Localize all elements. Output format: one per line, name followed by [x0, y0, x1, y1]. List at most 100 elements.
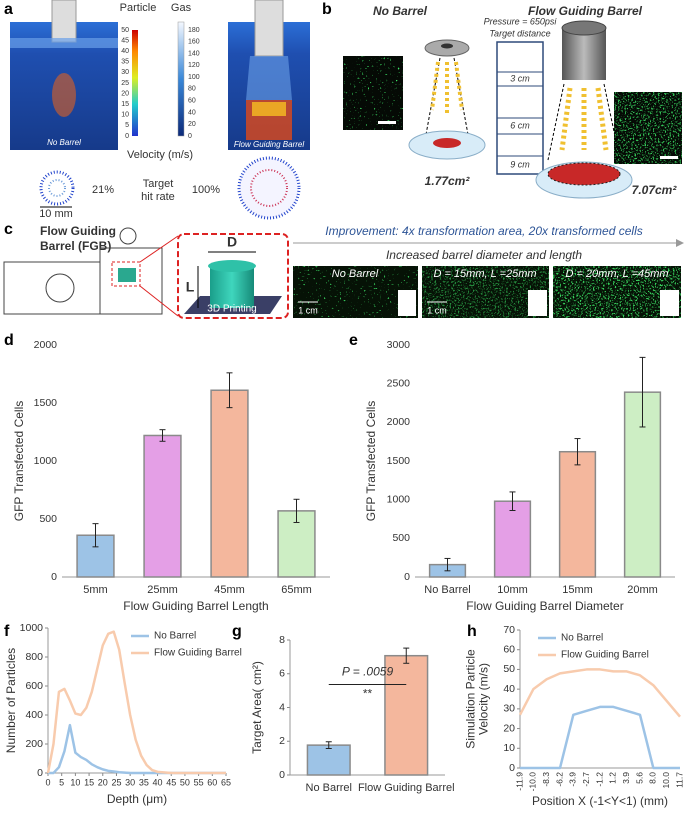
- panel-label: h: [467, 623, 477, 640]
- y-axis-label: GFP Transfected Cells: [364, 401, 378, 522]
- bar: [493, 500, 532, 578]
- disc-hole: [441, 43, 453, 49]
- panel-title: No Barrel: [373, 4, 428, 18]
- x-tick-label: -8.3: [541, 772, 551, 787]
- y-tick-label: 8: [279, 634, 285, 646]
- y-tick-label: 50: [503, 663, 515, 675]
- series-line: [48, 723, 226, 775]
- colorbar: [132, 30, 138, 136]
- colorbar-tick-label: 10: [121, 112, 129, 119]
- colorbar-tick-label: 0: [188, 133, 192, 140]
- colorbar-tick-label: 0: [125, 133, 129, 140]
- y-tick-label: 10: [503, 742, 515, 754]
- inset: [398, 290, 416, 316]
- significance: **: [363, 687, 373, 701]
- y-tick-label: 1500: [34, 397, 58, 409]
- gas-layer: [10, 38, 118, 48]
- legend-label: No Barrel: [154, 631, 196, 642]
- x-tick-label: 10: [70, 777, 80, 787]
- gene-gun-chamber: [99, 247, 163, 315]
- hit-rate-label: hit rate: [141, 191, 175, 203]
- arrow-head: [676, 239, 684, 247]
- y-tick-label: 800: [25, 651, 43, 663]
- colorbar-tick-label: 35: [121, 59, 129, 66]
- subtitle: Increased barrel diameter and length: [386, 248, 582, 262]
- x-tick-label: 60: [207, 777, 217, 787]
- panel-title: Barrel (FGB): [40, 239, 111, 253]
- x-tick-label: 5.6: [634, 772, 644, 784]
- x-tick-label: 20mm: [627, 584, 658, 596]
- gauge: [45, 273, 75, 303]
- particles: [430, 61, 464, 115]
- scale-label: 1 cm: [298, 305, 318, 315]
- x-tick-label: 25mm: [147, 584, 178, 596]
- x-tick-label: 5mm: [83, 584, 107, 596]
- legend-label: No Barrel: [561, 633, 603, 644]
- panel-c: c Flow Guiding Barrel (FGB) D L 3D Print…: [3, 221, 684, 319]
- barrel-model: [208, 260, 256, 272]
- image-label: D = 20mm, L =45mm: [565, 268, 668, 280]
- panel-label: f: [4, 623, 10, 640]
- spray-cone: [547, 83, 621, 161]
- x-tick-label: 15mm: [562, 584, 593, 596]
- y-axis-label: Target Area( cm²): [250, 661, 264, 754]
- colorbar: [177, 21, 185, 137]
- y-tick-label: 0: [37, 767, 43, 779]
- nozzle: [51, 0, 77, 43]
- hit-rate: 21%: [92, 184, 114, 196]
- annotation: P = .0059: [342, 665, 394, 679]
- target-area: [433, 138, 461, 148]
- panel-a: a No Barrel Particle Gas 0 5 10 15 20 25 30 35 4…: [4, 0, 310, 220]
- inset: [660, 290, 679, 316]
- y-tick-label: 0: [404, 571, 410, 583]
- bar: [277, 510, 316, 578]
- y-tick-label: 1000: [20, 622, 44, 634]
- colorbar-tick-label: 100: [188, 74, 200, 81]
- distance-label: 3 cm: [510, 73, 530, 83]
- legend-label: Flow Guiding Barrel: [561, 650, 649, 661]
- y-axis-label: Number of Particles: [4, 648, 18, 753]
- panel-label: g: [232, 623, 242, 640]
- x-tick-label: 65mm: [281, 584, 312, 596]
- microscope-image: [614, 92, 682, 164]
- colorbar-tick-label: 5: [125, 122, 129, 129]
- colorbar-ticks: 0 5 10 15 20 25 30 35 40 45 50 0 20 40 60 80 100 120 140 16…: [121, 27, 200, 140]
- particles: [52, 73, 76, 117]
- annotation: Target distance: [489, 28, 550, 38]
- series-line: [518, 668, 681, 718]
- bar: [210, 389, 249, 578]
- x-tick-label: 45mm: [214, 584, 245, 596]
- x-tick-label: 5: [59, 777, 64, 787]
- image-label: D = 15mm, L =25mm: [433, 268, 536, 280]
- highlight: [111, 261, 141, 287]
- barrel-top: [561, 20, 607, 36]
- y-tick-label: 500: [39, 513, 57, 525]
- x-tick-label: -10.0: [528, 772, 538, 792]
- bar: [306, 744, 351, 776]
- bar: [384, 654, 429, 776]
- x-tick-label: 45: [166, 777, 176, 787]
- annotation: Pressure = 650psi: [484, 16, 558, 26]
- x-tick-label: -11.9: [514, 772, 524, 791]
- bar: [558, 450, 597, 578]
- caption: Flow Guiding Barrel: [234, 140, 304, 149]
- x-tick-label: No Barrel: [424, 584, 470, 596]
- panel-label: d: [4, 332, 14, 349]
- y-tick-label: 600: [25, 680, 43, 692]
- colorbar-tick-label: 20: [121, 90, 129, 97]
- particles: [252, 102, 286, 116]
- x-tick-label: 0: [45, 777, 50, 787]
- barrel: [246, 56, 292, 100]
- chart-bar: e 0 500 1000 1500 2000 2500 3000 GFP Transfected…: [349, 332, 675, 613]
- x-tick-label: 10mm: [497, 584, 528, 596]
- x-tick-label: 55: [194, 777, 204, 787]
- colorbar-tick-label: 20: [188, 121, 196, 128]
- x-axis-label: Flow Guiding Barrel Length: [123, 599, 268, 613]
- y-tick-label: 1500: [387, 455, 411, 467]
- area-label: 7.07cm²: [632, 183, 678, 197]
- y-tick-label: 400: [25, 709, 43, 721]
- barrel-model: [210, 266, 254, 308]
- y-tick-label: 2500: [387, 377, 411, 389]
- x-tick-label: No Barrel: [306, 782, 352, 794]
